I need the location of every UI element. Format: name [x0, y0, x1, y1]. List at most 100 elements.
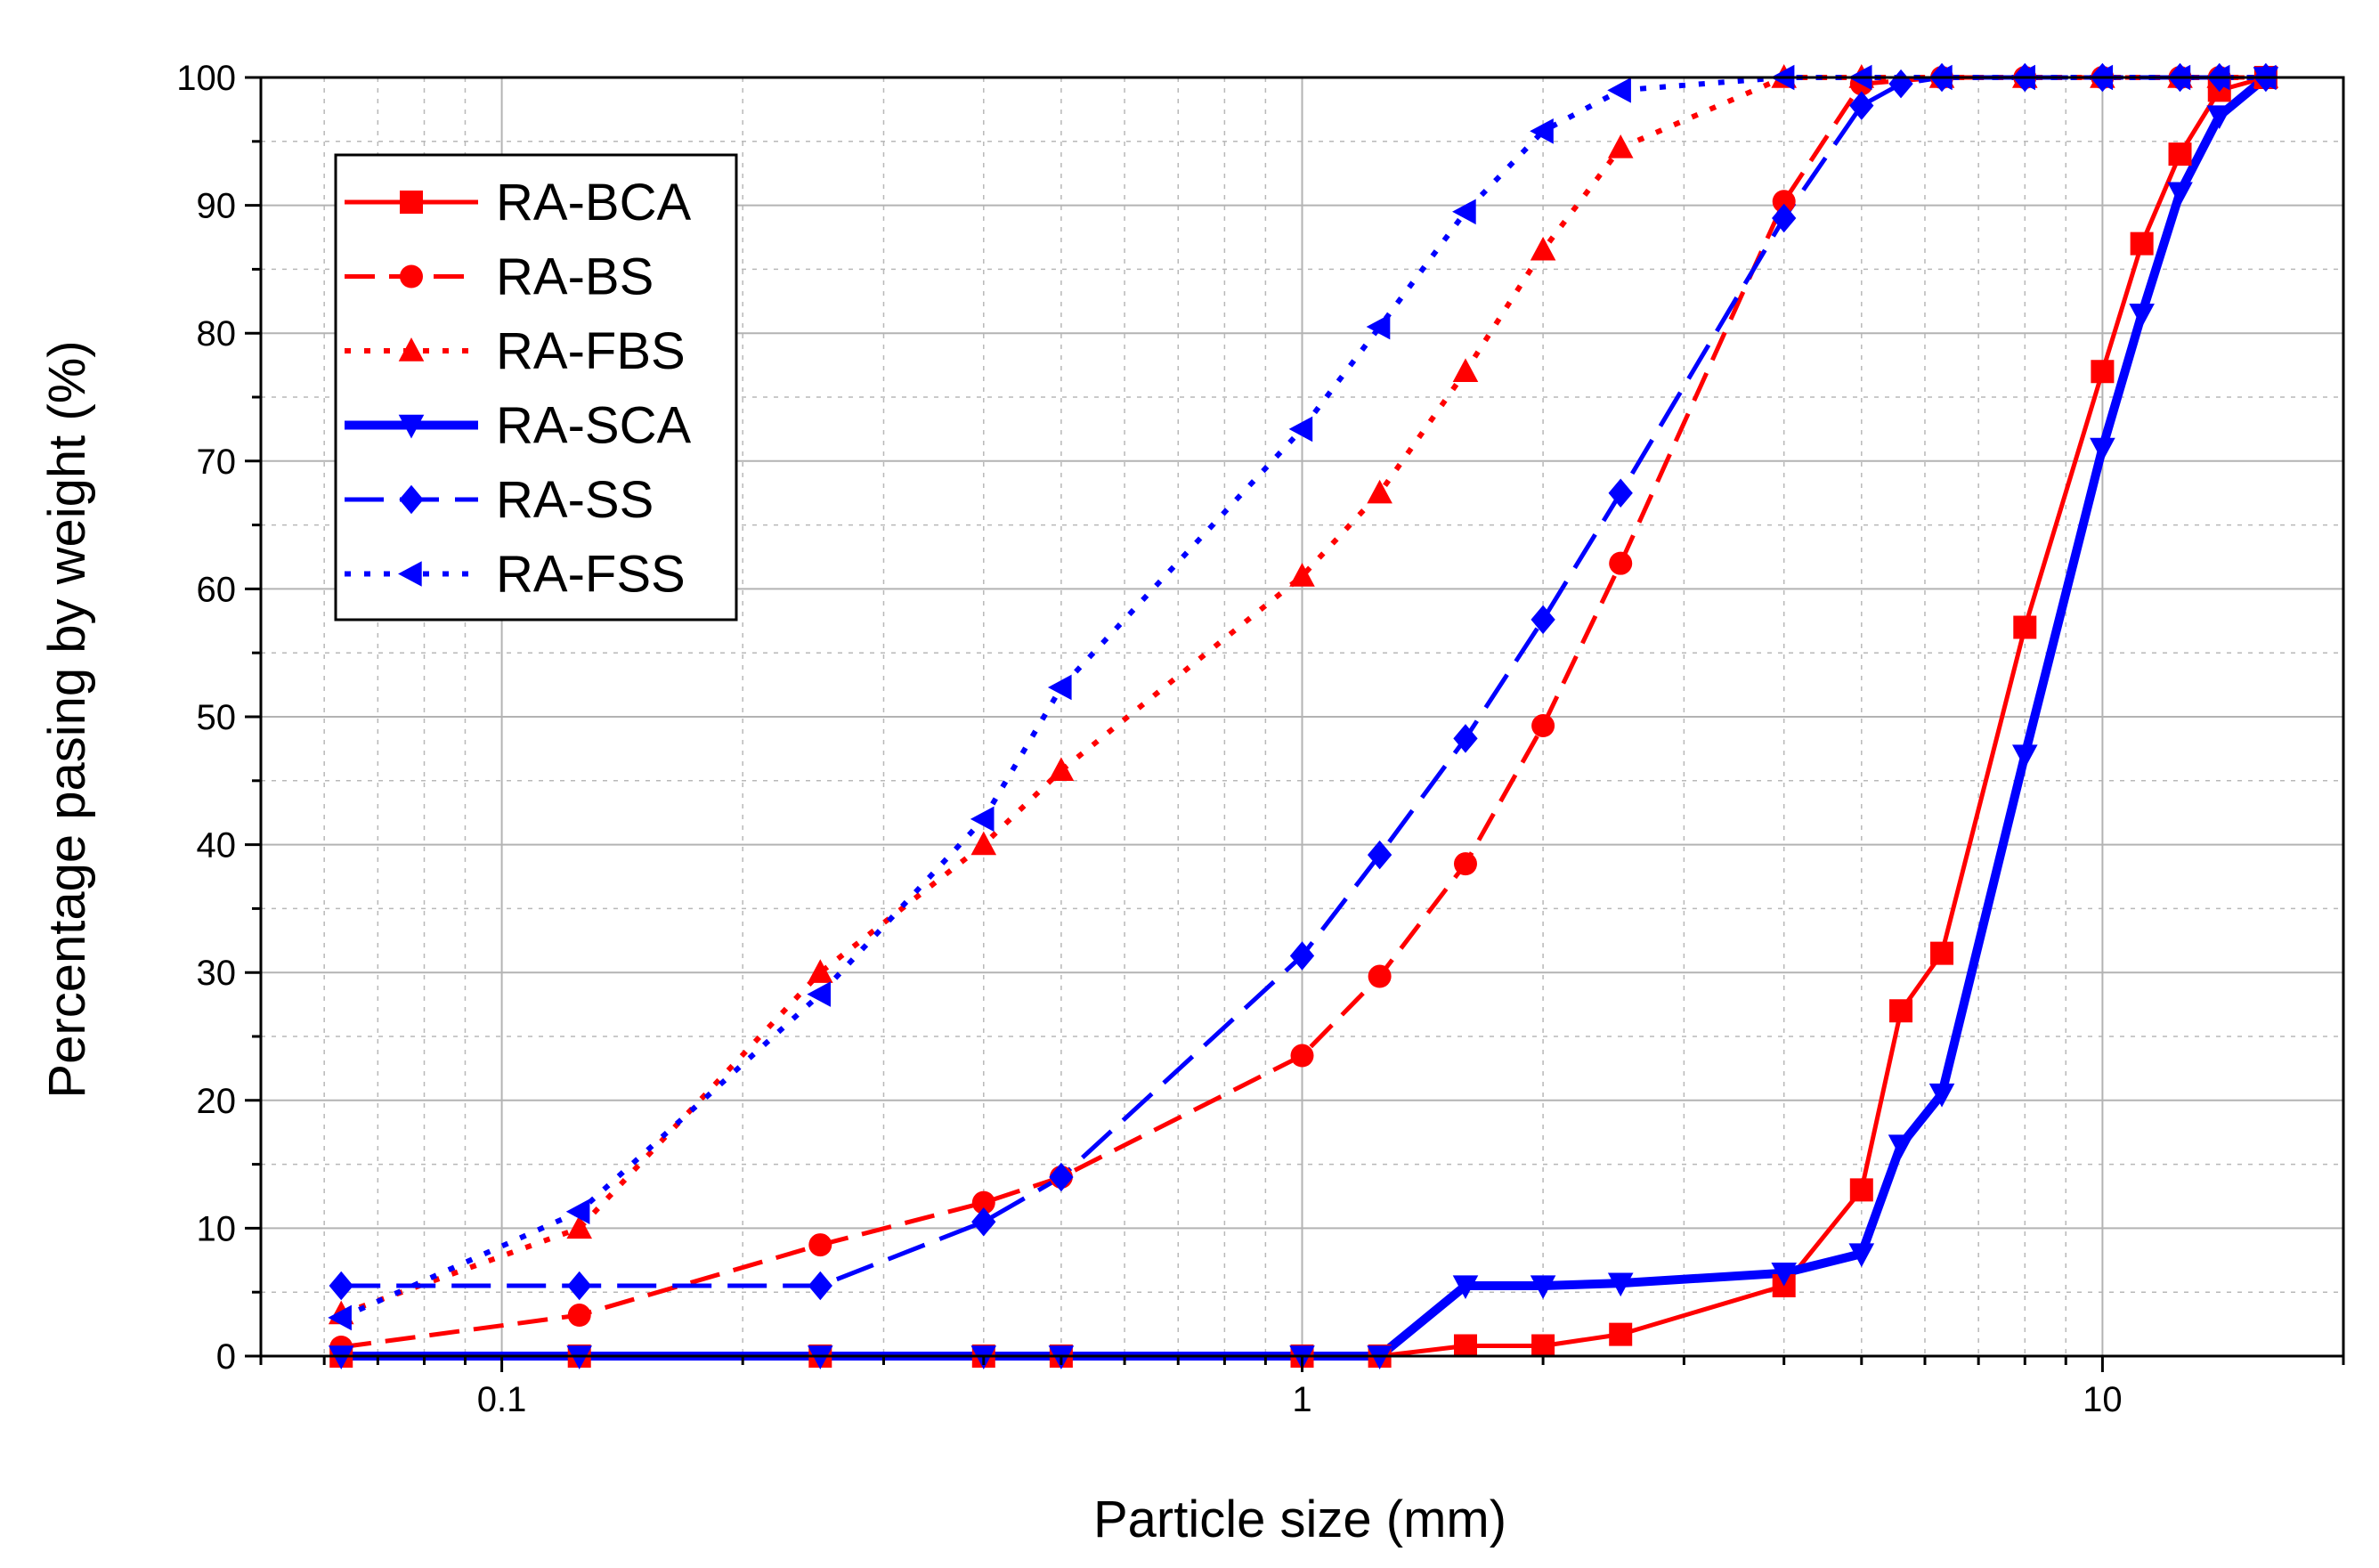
legend-marker-ra-bs [400, 264, 423, 288]
legend-label-ra-ss: RA-SS [496, 471, 654, 529]
data-point-ra-sca [1888, 1134, 1914, 1159]
data-point-ra-bs [567, 1304, 591, 1328]
y-tick-label: 90 [197, 187, 237, 226]
data-point-ra-fbs [970, 831, 997, 856]
data-point-ra-sca [1530, 1275, 1556, 1299]
y-tick-label: 20 [197, 1082, 237, 1121]
data-point-ra-bca [2130, 232, 2154, 256]
data-point-ra-fss [970, 806, 995, 833]
data-point-ra-ss [567, 1271, 592, 1301]
data-point-ra-sca [1848, 1243, 1875, 1268]
data-point-ra-sca [2090, 437, 2115, 462]
data-point-ra-sca [2206, 105, 2233, 130]
data-point-ra-bca [2168, 142, 2192, 167]
data-point-ra-fss [1607, 77, 1631, 103]
data-point-ra-fbs [808, 959, 833, 983]
data-point-ra-sca [328, 1345, 354, 1369]
legend-label-ra-fbs: RA-FBS [496, 322, 686, 380]
data-point-ra-fss [807, 981, 832, 1007]
data-point-ra-ss [1531, 605, 1555, 635]
data-point-ra-fbs [1367, 479, 1392, 504]
x-tick-label: 0.1 [477, 1380, 527, 1419]
data-point-ra-sca [2167, 182, 2193, 207]
data-point-ra-bca [2013, 615, 2037, 639]
data-point-ra-fbs [1607, 134, 1634, 158]
data-point-ra-bca [1609, 1322, 1633, 1346]
y-tick-label: 10 [197, 1209, 237, 1248]
data-point-ra-fss [1366, 313, 1391, 340]
data-point-ra-sca [1607, 1272, 1634, 1297]
legend-label-ra-sca: RA-SCA [496, 397, 691, 455]
data-point-ra-fbs [1048, 757, 1075, 782]
y-tick-label: 70 [197, 443, 237, 482]
data-point-ra-sca [2129, 303, 2155, 328]
legend-label-ra-fss: RA-FSS [496, 546, 686, 604]
legend-label-ra-bs: RA-BS [496, 248, 654, 306]
y-tick-label: 0 [216, 1337, 236, 1377]
y-tick-label: 50 [197, 698, 237, 737]
x-tick-label: 1 [1292, 1380, 1311, 1419]
data-point-ra-sca [2011, 744, 2038, 769]
data-point-ra-fbs [1289, 563, 1315, 587]
data-point-ra-ss [1772, 203, 1797, 233]
y-axis-title: Percentage pasing by weight (%) [38, 340, 96, 1098]
data-point-ra-fss [328, 1304, 352, 1331]
y-tick-label: 100 [176, 59, 236, 98]
data-point-ra-bca [1453, 1334, 1477, 1358]
data-point-ra-bs [808, 1233, 832, 1257]
data-point-ra-fss [1530, 118, 1554, 144]
data-point-ra-ss [971, 1206, 996, 1237]
axis-ticks [245, 76, 2345, 1372]
data-point-ra-ss [808, 1271, 832, 1301]
data-point-ra-bca [2091, 360, 2115, 384]
data-point-ra-ss [1367, 840, 1392, 870]
data-point-ra-bs [1531, 714, 1555, 738]
data-point-ra-sca [1452, 1275, 1479, 1299]
x-tick-label: 10 [2083, 1380, 2123, 1419]
y-tick-label: 30 [197, 954, 237, 993]
data-point-ra-bs [1290, 1044, 1314, 1068]
data-point-ra-bs [1368, 964, 1392, 988]
data-point-ra-ss [1849, 91, 1874, 120]
data-point-ra-fbs [1452, 358, 1479, 382]
legend-marker-ra-fbs [398, 337, 425, 362]
data-point-ra-fbs [566, 1215, 593, 1239]
legend-box [334, 153, 738, 622]
data-point-ra-bs [1453, 852, 1477, 876]
y-tick-label: 40 [197, 826, 237, 865]
data-point-ra-bca [1930, 941, 1954, 965]
y-tick-label: 60 [197, 570, 237, 609]
data-point-ra-sca [1771, 1262, 1797, 1287]
data-point-ra-ss [1608, 478, 1633, 508]
data-point-ra-fss [1047, 674, 1072, 701]
data-point-ra-bca [1889, 999, 1913, 1023]
legend-label-ra-bca: RA-BCA [496, 174, 691, 232]
data-point-ra-sca [566, 1345, 593, 1369]
data-point-ra-sca [1928, 1083, 1955, 1108]
legend-marker-ra-fss [398, 561, 422, 587]
data-point-ra-fss [565, 1198, 590, 1225]
data-point-ra-bs [971, 1190, 995, 1215]
data-point-ra-ss [1049, 1162, 1074, 1192]
x-axis-title: Particle size (mm) [1093, 1491, 1506, 1548]
legend-marker-ra-ss [399, 484, 424, 515]
data-point-ra-fss [1288, 416, 1313, 443]
data-point-ra-sca [1367, 1345, 1392, 1369]
data-point-ra-ss [329, 1271, 353, 1301]
data-point-ra-sca [808, 1345, 833, 1369]
data-point-ra-bs [1772, 190, 1796, 214]
data-point-ra-bca [1531, 1334, 1555, 1358]
legend-marker-ra-bca [400, 191, 423, 214]
data-point-ra-bca [1849, 1178, 1873, 1202]
data-point-ra-ss [1453, 724, 1478, 753]
data-point-ra-ss [1289, 941, 1315, 971]
data-point-ra-fss [1452, 199, 1476, 225]
legend-marker-ra-sca [398, 414, 425, 439]
data-point-ra-fbs [1530, 236, 1556, 261]
legend: RA-BCA RA-BS RA-FBS RA-SCA RA-SS RA-FSS [334, 153, 738, 622]
data-point-ra-bs [1609, 551, 1633, 575]
y-tick-label: 80 [197, 314, 237, 353]
series-line-ra-bs [340, 75, 2266, 1350]
